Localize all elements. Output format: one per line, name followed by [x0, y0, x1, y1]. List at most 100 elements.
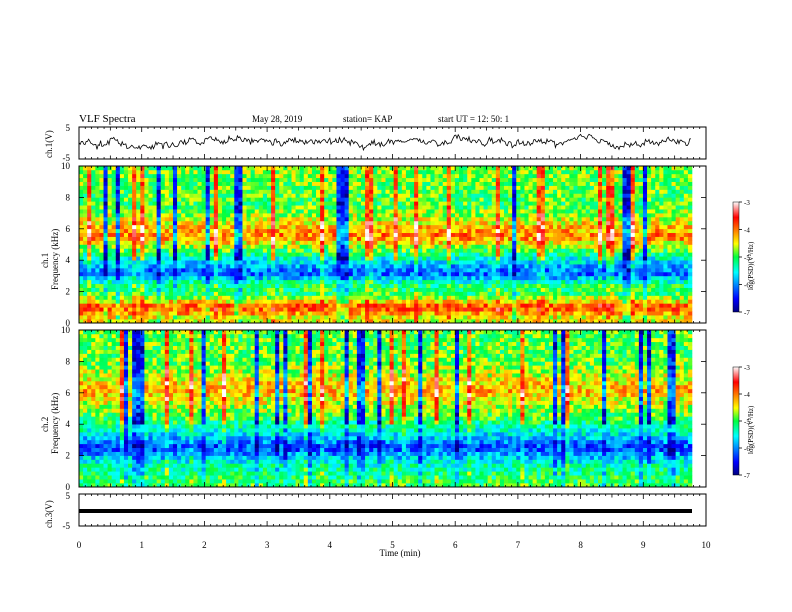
spectrogram-cell — [83, 275, 88, 281]
spectrogram-cell — [160, 236, 166, 241]
spectrogram-cell — [442, 240, 448, 245]
spectrogram-cell — [160, 279, 166, 285]
spectrogram-cell — [299, 315, 305, 320]
spectrogram-cell — [291, 311, 296, 316]
spectrogram-cell — [119, 228, 125, 234]
spectrogram-cell — [504, 201, 509, 206]
spectrogram-cell — [397, 248, 403, 253]
spectrogram-cell — [156, 181, 162, 186]
spectrogram-cell — [185, 209, 190, 214]
spectrogram-cell — [209, 228, 215, 234]
spectrogram-cell — [463, 256, 468, 261]
spectrogram-cell — [222, 303, 227, 308]
spectrogram-cell — [99, 287, 104, 292]
spectrogram-cell — [266, 264, 272, 269]
spectrogram-cell — [254, 271, 260, 277]
spectrogram-cell — [213, 291, 219, 296]
spectrogram-cell — [115, 268, 121, 273]
spectrogram-cell — [103, 220, 108, 226]
spectrogram-cell — [307, 275, 313, 281]
spectrogram-cell — [336, 232, 341, 237]
spectrogram-cell — [471, 315, 476, 320]
spectrogram-cell — [193, 252, 198, 257]
spectrogram-cell — [479, 193, 484, 198]
spectrogram-cell — [483, 189, 488, 194]
spectrogram-cell — [238, 228, 243, 234]
spectrogram-cell — [446, 189, 452, 194]
spectrogram-cell — [418, 264, 423, 269]
spectrogram-cell — [177, 303, 182, 308]
spectrogram-cell — [483, 209, 488, 214]
spectrogram-cell — [389, 240, 394, 245]
spectrogram-cell — [548, 228, 554, 234]
spectrogram-cell — [217, 279, 223, 285]
spectrogram-cell — [467, 205, 472, 210]
spectrogram-cell — [446, 166, 452, 171]
spectrogram-cell — [287, 240, 292, 245]
spectrogram-cell — [569, 295, 574, 300]
spectrogram-cell — [234, 213, 239, 218]
spectrogram-cell — [340, 299, 345, 304]
spectrogram-cell — [495, 248, 501, 253]
spectrogram-cell — [160, 248, 166, 253]
spectrogram-cell — [520, 279, 525, 285]
spectrogram-cell — [365, 252, 370, 257]
spectrogram-cell — [226, 173, 231, 179]
spectrogram-cell — [197, 291, 202, 296]
spectrogram-cell — [266, 205, 272, 210]
spectrogram-cell — [438, 248, 444, 253]
spectrogram-cell — [128, 299, 133, 304]
spectrogram-cell — [401, 217, 407, 222]
spectrogram-cell — [467, 177, 472, 182]
spectrogram-cell — [144, 228, 149, 234]
spectrogram-cell — [495, 205, 501, 210]
spectrogram-cell — [128, 177, 133, 182]
spectrogram-cell — [136, 177, 141, 182]
spectrogram-cell — [291, 189, 296, 194]
spectrogram-cell — [320, 260, 325, 265]
spectrogram-cell — [548, 307, 554, 312]
spectrogram-cell — [540, 240, 546, 245]
spectrogram-cell — [266, 307, 272, 312]
spectrogram-cell — [115, 169, 121, 175]
spectrogram-cell — [512, 169, 517, 175]
spectrogram-cell — [291, 177, 296, 182]
spectrogram-cell — [471, 185, 476, 190]
spectrogram-cell — [467, 240, 472, 245]
spectrogram-cell — [275, 213, 280, 218]
spectrogram-cell — [111, 166, 117, 171]
spectrogram-cell — [83, 311, 88, 316]
spectrogram-cell — [442, 303, 448, 308]
spectrogram-cell — [360, 189, 366, 194]
spectrogram-cell — [561, 252, 566, 257]
spectrogram-cell — [508, 209, 513, 214]
spectrogram-cell — [275, 287, 280, 292]
spectrogram-cell — [442, 315, 448, 320]
spectrogram-cell — [585, 279, 591, 285]
spectrogram-cell — [197, 268, 202, 273]
spectrogram-cell — [205, 244, 211, 249]
spectrogram-cell — [234, 299, 239, 304]
spectrogram-cell — [573, 220, 578, 226]
spectrogram-cell — [385, 169, 390, 175]
spectrogram-cell — [303, 291, 309, 296]
spectrogram-cell — [242, 220, 247, 226]
spectrogram-cell — [381, 256, 386, 261]
spectrogram-cell — [426, 275, 431, 281]
spectrogram-cell — [348, 185, 354, 190]
spectrogram-cell — [275, 279, 280, 285]
spectrogram-cell — [262, 201, 268, 206]
spectrogram-cell — [442, 283, 448, 288]
spectrogram-cell — [91, 271, 96, 277]
spectrogram-cell — [99, 244, 104, 249]
spectrogram-cell — [442, 299, 448, 304]
spectrogram-cell — [320, 213, 325, 218]
spectrogram-cell — [160, 213, 166, 218]
spectrogram-cell — [532, 307, 538, 312]
spectrogram-cell — [348, 166, 354, 171]
spectrogram-cell — [136, 275, 141, 281]
spectrogram-cell — [226, 217, 231, 222]
spectrogram-cell — [397, 256, 403, 261]
spectrogram-cell — [222, 287, 227, 292]
spectrogram-cell — [438, 240, 444, 245]
